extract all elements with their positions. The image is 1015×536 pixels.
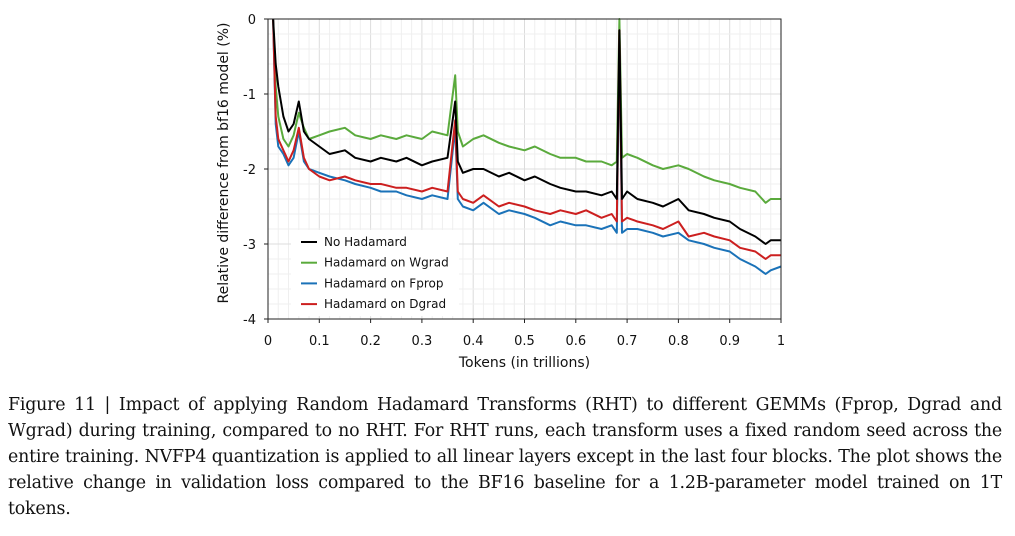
- y-tick-label: -1: [243, 88, 256, 103]
- x-tick-label: 1: [777, 334, 785, 349]
- figure-chart: 0 0.1 0.2 0.3 0.4 0.5 0.6 0.7 0.8 0.9 1 0 -1 -2 -3 -4 T…: [216, 13, 785, 371]
- legend-item: Hadamard on Dgrad: [301, 297, 446, 311]
- x-tick-label: 0.1: [309, 334, 330, 349]
- figure-caption: Figure 11 | Impact of applying Random Ha…: [8, 395, 1002, 519]
- axis-ticks: 0 0.1 0.2 0.3 0.4 0.5 0.6 0.7 0.8 0.9 1 0 -1 -2 -3 -4: [243, 13, 785, 349]
- x-tick-label: 0.8: [668, 334, 689, 349]
- series-lines: [272, 18, 781, 275]
- y-tick-label: -4: [243, 313, 256, 328]
- x-axis-title: Tokens (in trillions): [458, 355, 590, 371]
- legend: No Hadamard Hadamard on Wgrad Hadamard on …: [291, 230, 459, 316]
- series-line-no-hadamard: [272, 18, 781, 245]
- x-tick-label: 0.3: [412, 334, 433, 349]
- x-tick-label: 0.2: [360, 334, 381, 349]
- x-tick-label: 0.6: [565, 334, 586, 349]
- legend-item: No Hadamard: [301, 235, 407, 249]
- legend-item: Hadamard on Fprop: [301, 276, 443, 290]
- x-tick-label: 0: [264, 334, 272, 349]
- legend-label: Hadamard on Fprop: [324, 276, 443, 290]
- x-tick-label: 0.7: [617, 334, 638, 349]
- y-tick-label: 0: [248, 13, 256, 28]
- series-line-hadamard-on-fprop: [272, 18, 781, 275]
- x-tick-label: 0.4: [463, 334, 484, 349]
- legend-box: [291, 230, 459, 316]
- series-line-hadamard-on-wgrad: [272, 18, 781, 204]
- y-axis-title: Relative difference from bf16 model (%): [216, 22, 232, 303]
- legend-item: Hadamard on Wgrad: [301, 256, 449, 270]
- legend-label: Hadamard on Dgrad: [324, 297, 446, 311]
- legend-label: Hadamard on Wgrad: [324, 256, 449, 270]
- series-line-hadamard-on-dgrad: [272, 18, 781, 260]
- y-tick-label: -3: [243, 238, 256, 253]
- chart-canvas: 0 0.1 0.2 0.3 0.4 0.5 0.6 0.7 0.8 0.9 1 0 -1 -2 -3 -4 T…: [216, 13, 785, 371]
- y-tick-label: -2: [243, 163, 256, 178]
- legend-label: No Hadamard: [324, 235, 407, 249]
- x-tick-label: 0.5: [514, 334, 535, 349]
- x-tick-label: 0.9: [719, 334, 740, 349]
